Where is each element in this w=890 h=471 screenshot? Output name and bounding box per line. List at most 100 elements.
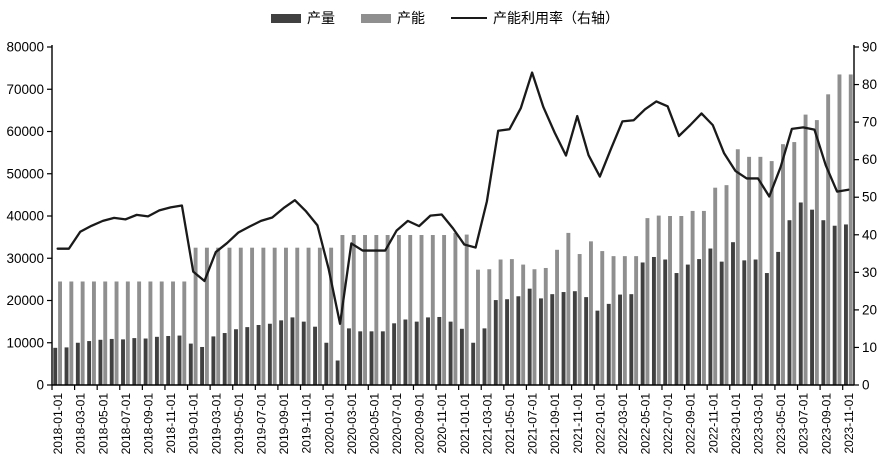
left-axis-tick-label: 50000 [6,166,44,181]
x-axis-label: 2019-07-01 [254,393,268,455]
bar-production [64,347,69,385]
bar-capacity [566,232,571,385]
bar-capacity [419,235,424,385]
bar-production [832,225,837,385]
bar-production [674,273,679,385]
legend-label-capacity: 产能 [397,10,425,26]
x-axis-label: 2021-01-01 [458,393,472,455]
x-axis-label: 2023-05-01 [774,393,788,455]
x-axis-label: 2023-01-01 [729,393,743,455]
bar-capacity [543,267,548,385]
left-axis-tick-label: 80000 [6,40,44,55]
x-axis-label: 2019-01-01 [187,393,201,455]
bar-capacity [295,247,300,385]
x-axis-label: 2020-03-01 [345,393,359,455]
legend-label-utilization: 产能利用率（右轴） [493,10,619,26]
bar-production [143,338,148,385]
legend-item-capacity: 产能 [361,8,425,28]
bar-production [731,242,735,385]
bar-production [719,261,724,385]
x-axis-label: 2022-03-01 [616,393,630,455]
x-axis-label: 2020-09-01 [413,393,427,455]
bar-production [606,303,611,385]
left-axis-tick-label: 40000 [6,209,44,224]
bar-production [154,336,159,385]
x-axis-label: 2019-03-01 [209,393,223,455]
bar-production [200,346,205,385]
bar-capacity [204,247,209,385]
left-axis-tick-label: 10000 [6,335,44,350]
bar-capacity [363,235,367,385]
right-axis-tick-label: 80 [862,77,877,92]
bar-capacity [374,235,379,385]
x-axis-label: 2019-05-01 [232,393,246,455]
bar-production [505,299,510,385]
bar-capacity [724,185,729,385]
bar-capacity [272,247,277,385]
bar-production [245,327,250,385]
bar-capacity [611,256,616,385]
bar-capacity [826,94,831,385]
bar-capacity [803,114,808,385]
bar-production [572,291,577,385]
x-axis-label: 2020-11-01 [435,393,449,454]
bar-production [527,288,532,385]
bar-capacity [159,281,164,385]
bar-production [459,328,464,385]
bar-production [798,202,803,385]
bar-capacity [396,235,401,385]
x-axis-label: 2021-03-01 [480,393,494,455]
bar-capacity [442,235,447,385]
right-axis-tick-label: 90 [862,40,877,55]
legend-label-production: 产量 [307,10,335,26]
production-swatch-icon [271,13,301,23]
bar-capacity [182,281,187,385]
bar-capacity [408,235,413,385]
bar-production [211,336,216,385]
bar-capacity [171,281,175,385]
bar-capacity [622,256,627,385]
bar-capacity [645,218,650,385]
bar-production [279,320,284,385]
bar-capacity [306,247,311,385]
bar-production [448,321,453,386]
bar-production [166,335,171,385]
bar-capacity [261,247,266,385]
bar-capacity [713,187,718,385]
bar-production [539,298,543,385]
x-axis-label: 2021-05-01 [503,393,517,455]
bar-production [222,333,227,385]
bar-production [764,273,769,385]
bar-production [132,338,137,385]
bar-capacity [125,281,130,385]
x-axis-label: 2021-07-01 [526,393,540,455]
bar-capacity [656,215,661,385]
x-axis-label: 2022-07-01 [661,393,675,455]
bar-capacity [735,149,740,385]
x-axis-label: 2021-11-01 [571,393,585,454]
bar-production [256,325,261,385]
bar-capacity [600,251,605,385]
x-axis-label: 2022-11-01 [706,393,720,454]
bar-production [584,297,589,385]
bar-production [301,321,306,386]
bar-capacity [91,281,96,385]
legend-item-utilization: 产能利用率（右轴） [451,8,619,28]
capacity-swatch-icon [361,13,391,23]
bar-capacity [679,216,684,385]
bar-production [369,331,374,385]
left-axis-tick-label: 30000 [6,251,44,266]
right-axis-tick-label: 0 [862,378,870,393]
bar-production [651,256,656,385]
bar-production [753,259,758,385]
bar-production [561,292,566,385]
right-axis-tick-label: 10 [862,340,877,355]
bar-production [742,260,747,385]
bar-capacity [701,210,706,385]
bar-capacity [114,281,119,385]
bar-capacity [103,281,108,385]
bar-capacity [781,144,785,385]
bar-capacity [317,247,322,385]
bar-capacity [555,249,560,385]
